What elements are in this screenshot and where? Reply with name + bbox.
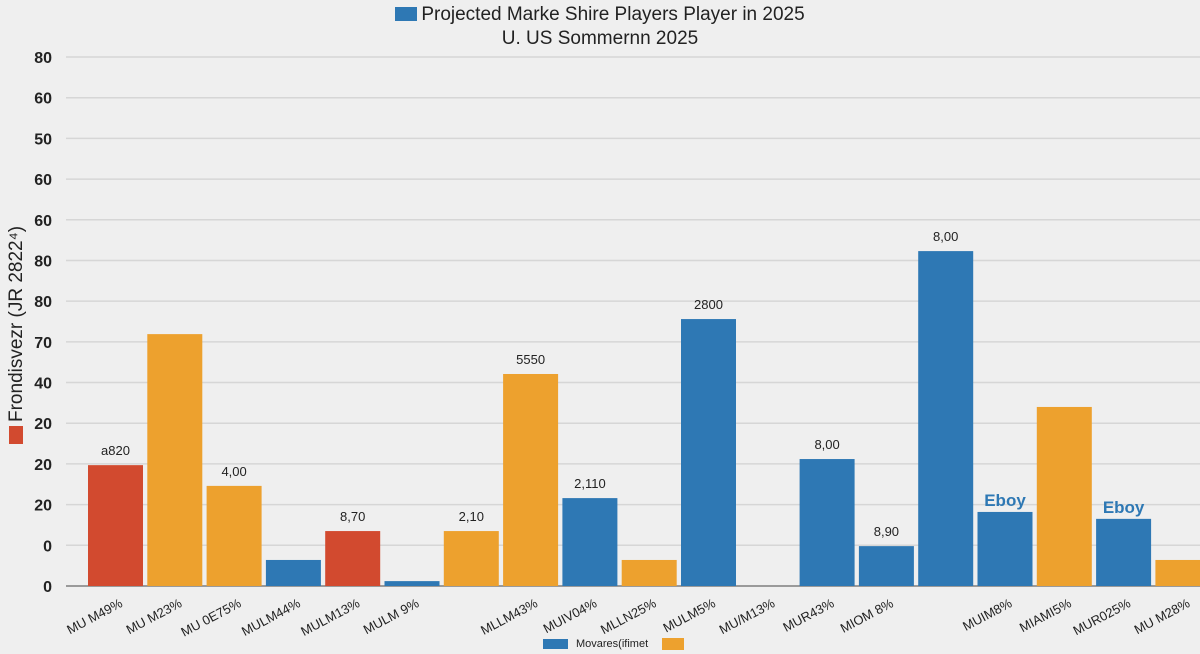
x-tick-label: MU M49% xyxy=(64,595,125,637)
y-tick-label: 20 xyxy=(34,457,52,474)
y-tick-label: 60 xyxy=(34,91,52,108)
chart-subtitle: U. US Sommernn 2025 xyxy=(501,28,699,49)
bar xyxy=(147,334,203,586)
data-label: 2,10 xyxy=(459,509,484,524)
bar xyxy=(858,546,914,586)
y-tick-label: 0 xyxy=(43,579,52,596)
bar xyxy=(681,319,736,586)
y-tick-label: 40 xyxy=(34,376,52,393)
x-tick-label: MU 0E75% xyxy=(178,595,243,639)
y-tick-label: 80 xyxy=(34,50,52,67)
x-tick-label: MU/M13% xyxy=(717,595,778,637)
legend-swatch-orange xyxy=(662,638,685,650)
bar xyxy=(918,251,974,587)
data-label: 4,00 xyxy=(221,464,246,479)
legend: Movares(ifimet xyxy=(543,638,692,650)
bar xyxy=(977,511,1033,586)
y-tick-label: 80 xyxy=(34,253,52,270)
bar xyxy=(503,373,559,586)
bar xyxy=(384,581,440,586)
data-label: a820 xyxy=(101,443,130,458)
data-label: 8,00 xyxy=(933,229,958,244)
x-tick-label: MUIM8% xyxy=(960,595,1015,634)
x-tick-label: MUIV04% xyxy=(541,595,600,636)
x-tick-label: MULM44% xyxy=(239,595,303,639)
chart-title: Projected Marke Shire Players Player in … xyxy=(0,3,1200,51)
bar xyxy=(621,559,677,586)
x-tick-label: MULM13% xyxy=(298,595,362,639)
x-tick-label: MUR43% xyxy=(780,595,837,635)
bar xyxy=(88,465,143,586)
title-legend-swatch xyxy=(395,7,418,21)
bar xyxy=(443,531,499,586)
x-tick-label: MLLM43% xyxy=(478,595,540,638)
data-label: Eboy xyxy=(1103,498,1145,517)
data-label: 2,110 xyxy=(574,476,606,491)
y-tick-label: 20 xyxy=(34,498,52,515)
bar xyxy=(799,459,855,586)
data-label: 5550 xyxy=(516,352,545,367)
x-tick-label: MIOM 8% xyxy=(838,595,896,636)
y-tick-label: 20 xyxy=(34,416,52,433)
y-tick-label: 80 xyxy=(34,294,52,311)
y-tick-label: 60 xyxy=(34,172,52,189)
x-tick-label: MLLN25% xyxy=(598,595,659,637)
bar xyxy=(562,498,618,586)
y-tick-label: 50 xyxy=(34,131,52,148)
data-label: Eboy xyxy=(984,491,1026,510)
y-tick-label: 60 xyxy=(34,213,52,230)
bar xyxy=(1036,406,1092,586)
x-tick-label: MULM5% xyxy=(660,595,718,635)
x-tick-label: MU M28% xyxy=(1132,595,1193,637)
bar xyxy=(1155,559,1200,586)
y-tick-label: 70 xyxy=(34,335,52,352)
x-tick-label: MU M23% xyxy=(124,595,185,637)
x-tick-label: MULM 9% xyxy=(361,595,422,637)
data-label: 8,00 xyxy=(814,437,839,452)
data-label: 8,90 xyxy=(874,524,899,539)
y-tick-label: 0 xyxy=(43,538,52,555)
data-label: 8,70 xyxy=(340,509,365,524)
legend-swatch-blue xyxy=(543,639,568,649)
title-text: Projected Marke Shire Players Player in … xyxy=(421,4,805,25)
bar xyxy=(206,485,262,586)
x-tick-label: MUR025% xyxy=(1070,595,1133,638)
bar xyxy=(265,559,321,586)
data-label: 2800 xyxy=(694,297,723,312)
bar xyxy=(1096,518,1152,586)
bar xyxy=(325,531,381,586)
x-tick-label: MIAMI5% xyxy=(1017,595,1074,635)
legend-label: Movares(ifimet xyxy=(576,638,649,650)
